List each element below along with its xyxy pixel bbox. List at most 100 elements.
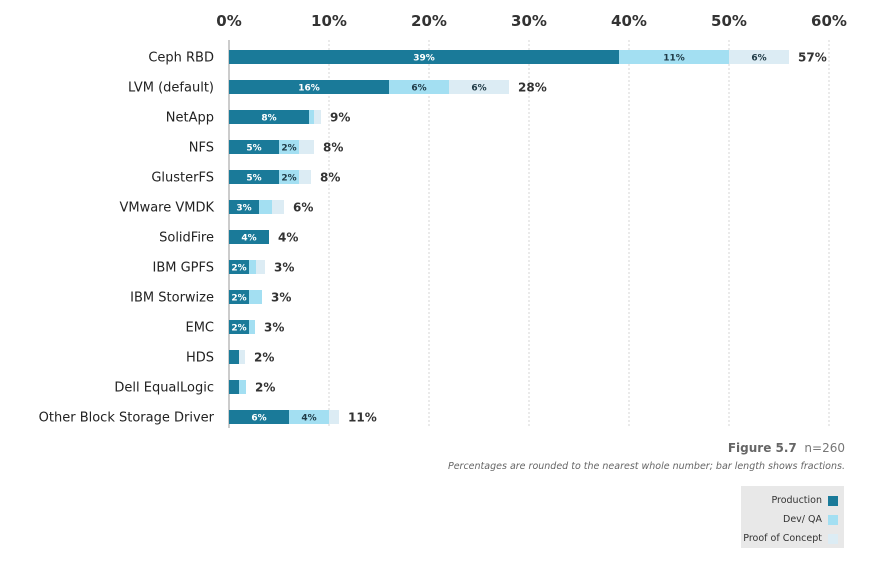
legend-label-dev-qa: Dev/ QA bbox=[783, 514, 822, 525]
segment-value-label: 2% bbox=[231, 294, 246, 304]
bar-segment bbox=[272, 200, 284, 214]
segment-value-label: 5% bbox=[246, 144, 261, 154]
bars bbox=[229, 50, 789, 424]
bar-segment bbox=[229, 140, 279, 154]
segment-value-label: 5% bbox=[246, 174, 261, 184]
x-tick-label: 0% bbox=[216, 12, 241, 30]
bar-segment bbox=[259, 200, 272, 214]
legend-swatch-dev-qa bbox=[828, 514, 838, 525]
category-label: Other Block Storage Driver bbox=[39, 411, 215, 426]
legend-item-proof-of-concept: Proof of Concept bbox=[741, 529, 838, 548]
bar-segment bbox=[229, 350, 239, 364]
total-value-label: 11% bbox=[348, 411, 377, 425]
category-label: LVM (default) bbox=[128, 81, 214, 96]
bar-segment bbox=[329, 410, 339, 424]
sample-size: n=260 bbox=[804, 441, 845, 455]
figure-number: Figure 5.7 bbox=[727, 441, 797, 455]
category-label: Dell EqualLogic bbox=[114, 381, 214, 396]
segment-value-label: 2% bbox=[281, 174, 296, 184]
bar-segment bbox=[289, 410, 329, 424]
total-value-label: 6% bbox=[293, 201, 313, 215]
x-tick-label: 50% bbox=[711, 12, 747, 30]
bar-segment bbox=[619, 50, 729, 64]
bar-segment bbox=[249, 260, 256, 274]
segment-value-label: 2% bbox=[231, 324, 246, 334]
bar-segment bbox=[279, 170, 299, 184]
figure-note: Percentages are rounded to the nearest w… bbox=[447, 461, 845, 472]
x-tick-label: 20% bbox=[411, 12, 447, 30]
bar-segment bbox=[229, 80, 389, 94]
bar-segment bbox=[229, 230, 269, 244]
total-value-label: 3% bbox=[264, 321, 284, 335]
bar-segment bbox=[249, 320, 255, 334]
legend-label-proof-of-concept: Proof of Concept bbox=[743, 533, 822, 544]
total-value-label: 9% bbox=[330, 111, 350, 125]
legend-swatch-proof-of-concept bbox=[828, 533, 838, 544]
total-value-label: 2% bbox=[255, 381, 275, 395]
bar-segment bbox=[229, 170, 279, 184]
total-value-label: 3% bbox=[271, 291, 291, 305]
bar-segment bbox=[229, 110, 309, 124]
bar-segment bbox=[229, 50, 619, 64]
total-value-label: 4% bbox=[278, 231, 298, 245]
segment-value-label: 16% bbox=[298, 84, 320, 94]
bar-segment bbox=[449, 80, 509, 94]
bar-segment bbox=[299, 140, 314, 154]
category-label: SolidFire bbox=[159, 231, 214, 246]
category-label: HDS bbox=[186, 351, 214, 366]
bar-segment bbox=[256, 260, 265, 274]
category-label: IBM Storwize bbox=[130, 291, 214, 306]
x-tick-label: 60% bbox=[811, 12, 847, 30]
bar-segment bbox=[229, 380, 239, 394]
bar-segment bbox=[229, 260, 249, 274]
category-label: NFS bbox=[189, 141, 214, 156]
category-label: GlusterFS bbox=[151, 171, 214, 186]
segment-value-label: 8% bbox=[261, 114, 276, 124]
bar-segment bbox=[314, 110, 321, 124]
segment-value-label: 39% bbox=[413, 54, 435, 64]
bar-segment bbox=[229, 410, 289, 424]
x-tick-label: 40% bbox=[611, 12, 647, 30]
total-value-label: 8% bbox=[323, 141, 343, 155]
bar-segment bbox=[249, 290, 262, 304]
segment-value-label: 3% bbox=[236, 204, 251, 214]
bar-segment bbox=[729, 50, 789, 64]
segment-value-label: 6% bbox=[471, 84, 486, 94]
segment-value-label: 11% bbox=[663, 54, 685, 64]
total-value-label: 2% bbox=[254, 351, 274, 365]
bar-segment bbox=[229, 320, 249, 334]
segment-value-label: 6% bbox=[751, 54, 766, 64]
bar-segment bbox=[239, 380, 246, 394]
bar-segment bbox=[309, 110, 314, 124]
legend: Production Dev/ QA Proof of Concept bbox=[741, 486, 844, 548]
x-tick-label: 30% bbox=[511, 12, 547, 30]
legend-item-dev-qa: Dev/ QA bbox=[741, 510, 838, 529]
total-value-label: 57% bbox=[798, 51, 827, 65]
bar-segment bbox=[229, 290, 249, 304]
category-label: EMC bbox=[185, 321, 214, 336]
bar-segment bbox=[229, 200, 259, 214]
figure-caption: Figure 5.7 n=260 bbox=[728, 441, 845, 455]
segment-value-label: 4% bbox=[241, 234, 256, 244]
segment-value-label: 6% bbox=[411, 84, 426, 94]
segment-value-label: 4% bbox=[301, 414, 316, 424]
total-value-label: 3% bbox=[274, 261, 294, 275]
bar-segment bbox=[279, 140, 299, 154]
category-label: IBM GPFS bbox=[152, 261, 214, 276]
segment-value-label: 2% bbox=[231, 264, 246, 274]
x-tick-label: 10% bbox=[311, 12, 347, 30]
bar-segment bbox=[299, 170, 311, 184]
total-value-label: 8% bbox=[320, 171, 340, 185]
total-value-label: 28% bbox=[518, 81, 547, 95]
segment-value-label: 2% bbox=[281, 144, 296, 154]
legend-swatch-production bbox=[828, 495, 838, 506]
legend-item-production: Production bbox=[741, 491, 838, 510]
segment-value-label: 6% bbox=[251, 414, 266, 424]
bar-segment bbox=[389, 80, 449, 94]
category-labels: Ceph RBD 39% 11% 6% 57% LVM (default) 16% 6% 6% 2… bbox=[39, 51, 827, 426]
category-label: VMware VMDK bbox=[119, 201, 214, 216]
gridlines bbox=[228, 40, 830, 428]
legend-label-production: Production bbox=[771, 495, 822, 506]
